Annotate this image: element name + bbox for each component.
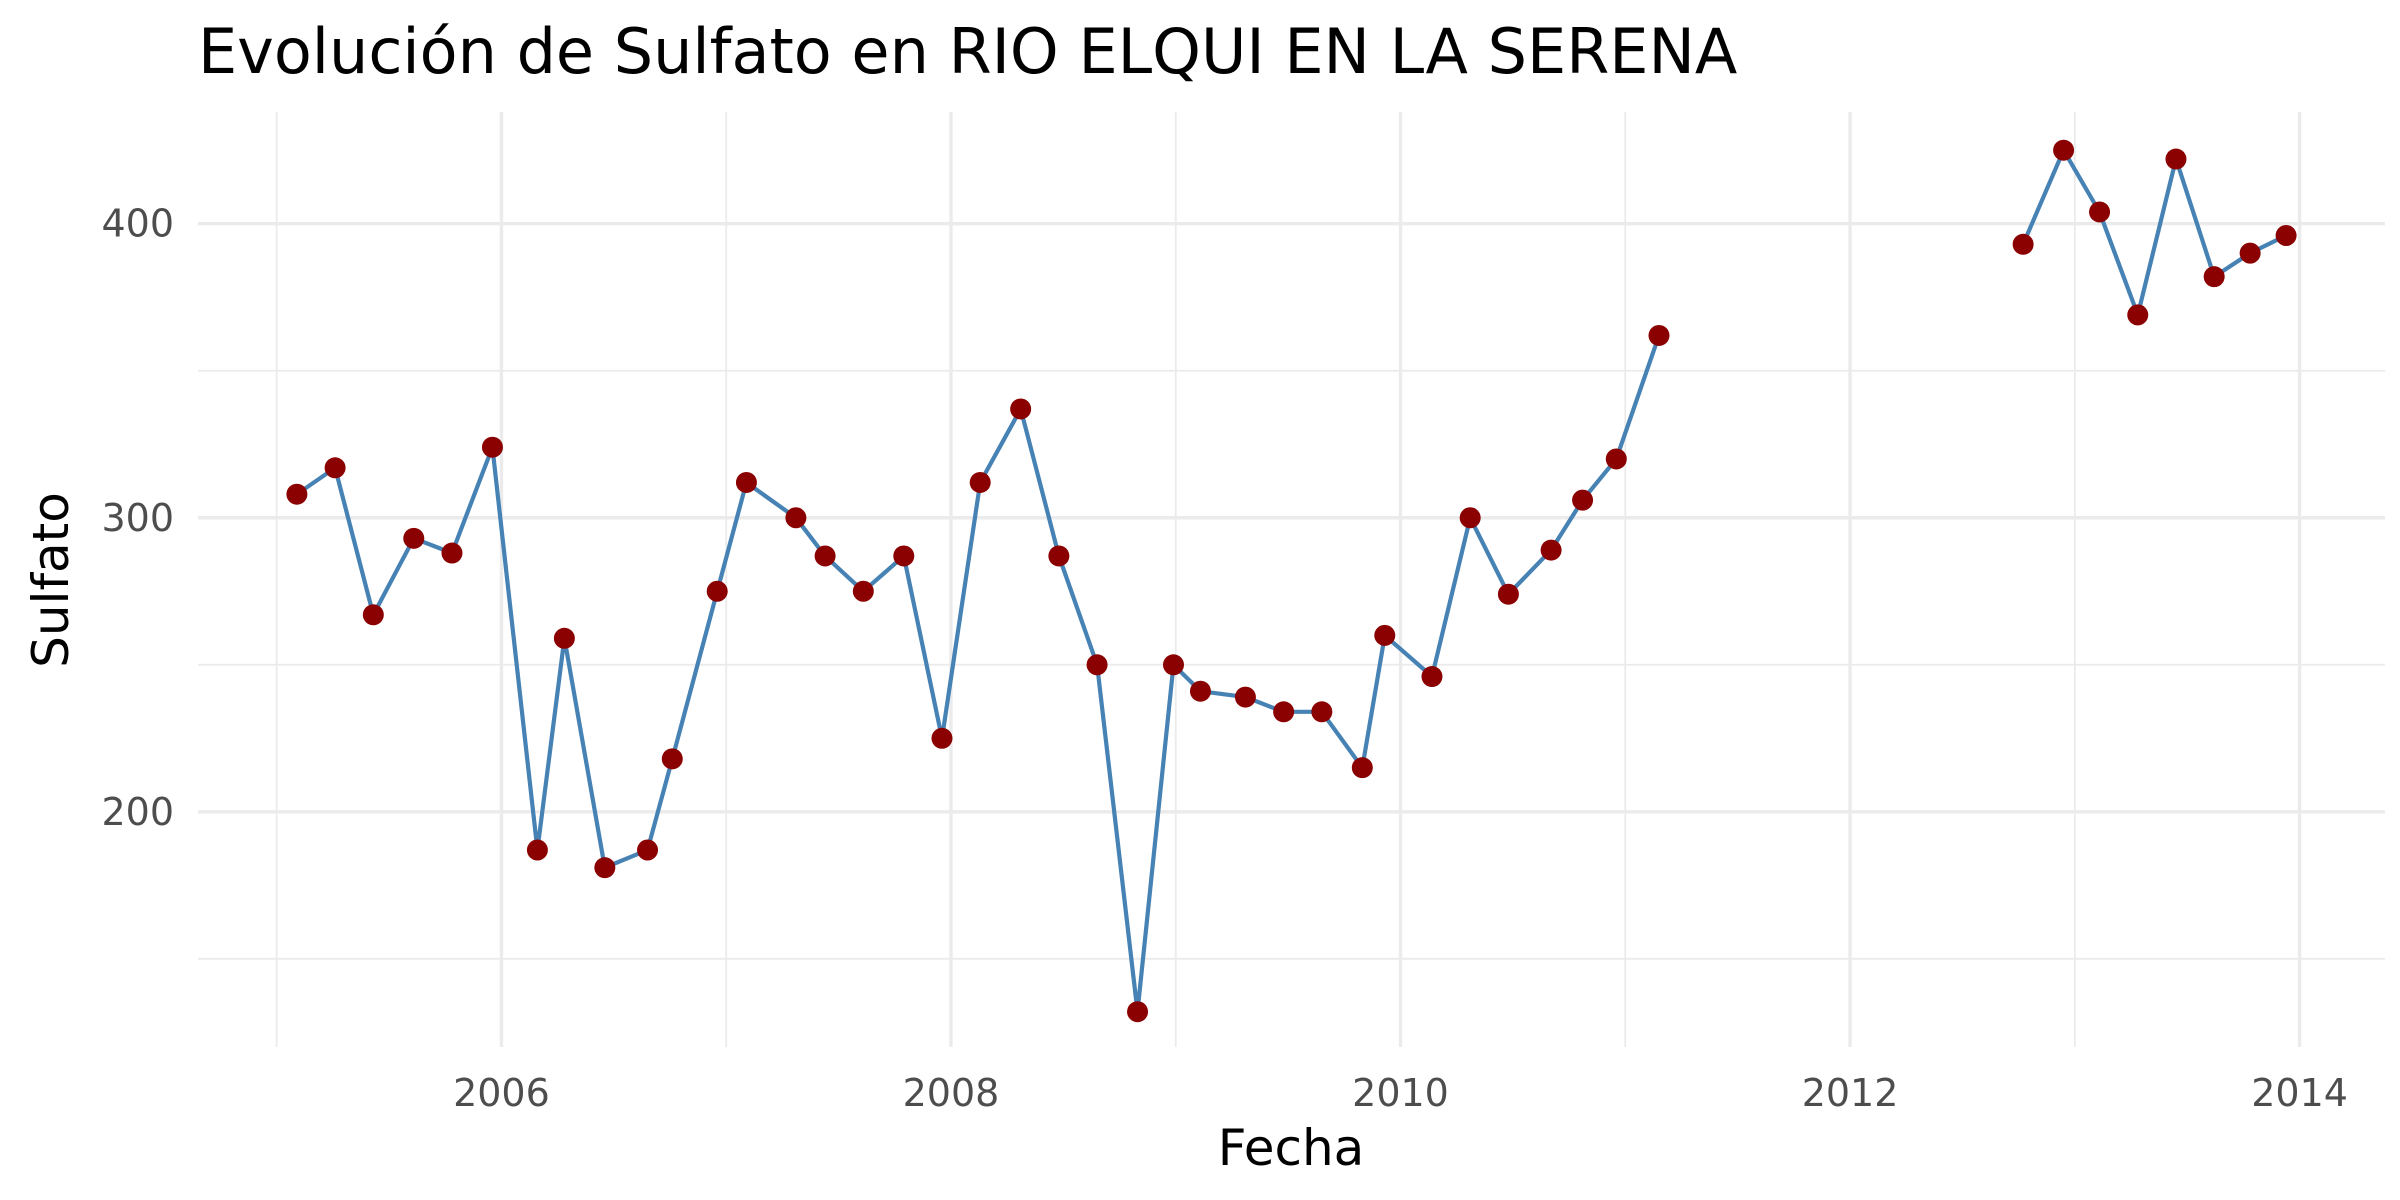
data-point xyxy=(441,542,463,564)
data-point xyxy=(1648,324,1670,346)
x-tick-label: 2012 xyxy=(1802,1071,1899,1115)
y-tick-label: 200 xyxy=(101,790,174,834)
data-point xyxy=(1086,654,1108,676)
data-point xyxy=(2012,233,2034,255)
data-point xyxy=(1311,701,1333,723)
y-tick-labels: 200 300 400 xyxy=(101,202,174,834)
data-point xyxy=(1421,666,1443,688)
y-tick-label: 300 xyxy=(101,496,174,540)
data-point xyxy=(637,839,659,861)
y-axis-title: Sulfato xyxy=(22,492,80,668)
data-point xyxy=(969,471,991,493)
data-point xyxy=(2127,304,2149,326)
data-point xyxy=(553,627,575,649)
x-tick-label: 2006 xyxy=(453,1071,550,1115)
data-point xyxy=(661,748,683,770)
data-point xyxy=(1572,489,1594,511)
data-point xyxy=(2089,201,2111,223)
data-point xyxy=(931,727,953,749)
data-point xyxy=(2275,224,2297,246)
data-point xyxy=(526,839,548,861)
x-tick-label: 2014 xyxy=(2251,1071,2348,1115)
data-point xyxy=(2239,242,2261,264)
data-point xyxy=(893,545,915,567)
data-point xyxy=(1540,539,1562,561)
data-point xyxy=(1048,545,1070,567)
data-point xyxy=(2203,266,2225,288)
data-point xyxy=(403,527,425,549)
data-point xyxy=(1234,686,1256,708)
y-tick-label: 400 xyxy=(101,202,174,246)
data-point xyxy=(594,857,616,879)
data-point xyxy=(2053,139,2075,161)
chart-title: Evolución de Sulfato en RIO ELQUI EN LA … xyxy=(198,15,1737,88)
data-point xyxy=(852,580,874,602)
x-tick-label: 2008 xyxy=(903,1071,1000,1115)
data-point xyxy=(324,457,346,479)
data-point xyxy=(1605,448,1627,470)
series-points xyxy=(286,139,2297,1023)
data-point xyxy=(1273,701,1295,723)
data-point xyxy=(1010,398,1032,420)
data-point xyxy=(1374,624,1396,646)
x-axis-title: Fecha xyxy=(1218,1119,1365,1177)
data-point xyxy=(362,604,384,626)
data-point xyxy=(1189,680,1211,702)
data-point xyxy=(706,580,728,602)
data-point xyxy=(814,545,836,567)
data-point xyxy=(1351,757,1373,779)
x-tick-labels: 2006 2008 2010 2012 2014 xyxy=(453,1071,2348,1115)
x-tick-label: 2010 xyxy=(1352,1071,1449,1115)
data-point xyxy=(1497,583,1519,605)
series-lines xyxy=(295,148,2288,1014)
data-point xyxy=(1162,654,1184,676)
data-point xyxy=(2165,148,2187,170)
data-point xyxy=(1127,1001,1149,1023)
data-point xyxy=(286,483,308,505)
data-point xyxy=(481,436,503,458)
data-point xyxy=(1459,507,1481,529)
data-point xyxy=(735,471,757,493)
data-point xyxy=(785,507,807,529)
series-line-segment xyxy=(2021,148,2288,317)
grid-lines xyxy=(198,112,2385,1047)
